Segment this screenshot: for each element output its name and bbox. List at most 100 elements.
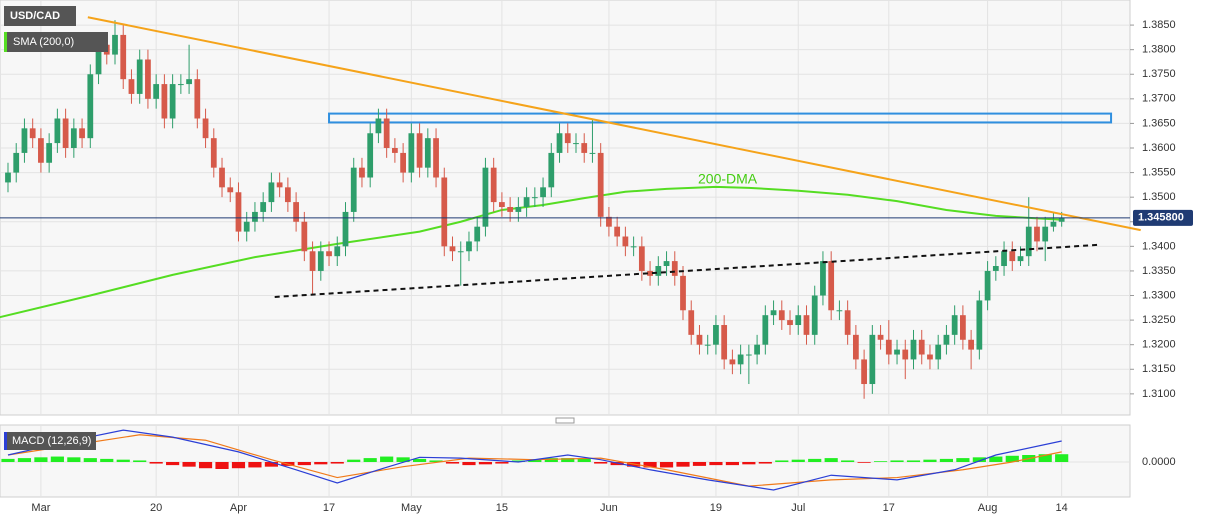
candle-body [820,261,826,296]
candle-body [638,246,645,271]
last-price-badge [1133,209,1193,226]
y-tick-label: 0.0000 [1142,456,1176,468]
candle-body [161,84,168,119]
candle-body [811,295,818,335]
x-tick-label: Jul [791,502,805,514]
x-tick-label: Apr [230,502,247,514]
macd-histogram-bar [725,462,739,466]
macd-histogram-bar [314,462,328,465]
macd-histogram-bar [676,462,690,467]
y-tick-label: 1.3300 [1142,289,1176,301]
candle-body [861,359,867,385]
candle-body [729,359,736,365]
candle-body [902,349,909,360]
candle-body [186,79,192,85]
macd-histogram-bar [857,462,871,463]
candle-body [383,118,390,149]
candle-body [680,275,686,311]
macd-histogram-bar [495,462,509,464]
last-price-label: 1.345800 [1138,212,1184,224]
candle-body [359,167,365,178]
candle-body [696,334,703,345]
candle-body [317,251,324,271]
candle-body [918,339,925,355]
x-tick-label: Mar [31,502,50,514]
macd-histogram-bar [972,457,986,462]
symbol-label: USD/CAD [10,10,60,22]
candle-body [243,221,250,232]
macd-histogram-bar [412,458,427,462]
candle-body [869,334,876,385]
candle-body [21,128,28,153]
macd-line [7,429,1062,491]
candle-body [960,315,966,340]
y-tick-label: 1.3350 [1142,265,1176,277]
candle-body [177,84,184,86]
x-tick-label: 17 [323,502,335,514]
macd-histogram-bar [462,462,476,466]
macd-histogram-bar [577,458,591,462]
macd-histogram-bar [67,457,81,462]
candle-body [490,167,497,203]
y-tick-label: 1.3100 [1142,388,1176,400]
candle-body [556,133,563,153]
candle-body [606,216,612,227]
macd-histogram-bar [83,458,97,462]
candle-body [721,325,728,360]
macd-histogram-bar [166,462,180,466]
macd-histogram-bar [808,458,822,462]
candle-body [647,270,653,276]
candle-body [910,339,917,360]
candle-body [457,251,464,253]
candle-body [564,133,571,144]
candle-body [284,187,291,203]
y-tick-label: 1.3400 [1142,240,1176,252]
candle-body [169,84,176,119]
x-tick-label: 14 [1056,502,1068,514]
candle-body [885,339,892,355]
candle-body [540,187,546,198]
candle-body [622,236,629,247]
candle-body [984,270,991,301]
candle-body [301,221,308,252]
macd-histogram-bar [1005,455,1019,462]
candle-body [844,310,851,335]
candle-body [1050,221,1057,227]
macd-histogram-bar [116,459,130,462]
sma-annotation: 200-DMA [698,171,758,187]
candle-body [943,334,950,345]
macd-histogram-bar [231,462,246,469]
candle-body [828,261,835,311]
candle-body [713,325,719,345]
candle-body [433,138,439,178]
candle-body [1009,251,1016,262]
y-tick-label: 1.3850 [1142,19,1176,31]
candle-body [5,172,11,183]
candle-body [29,128,36,139]
macd-histogram-bar [692,462,707,466]
macd-histogram-bar [363,458,377,462]
candle-body [754,344,760,355]
candle-body [655,266,662,276]
panel-splitter[interactable] [555,417,575,424]
candle-body [787,320,793,326]
candle-body [128,79,135,94]
candle-body [951,315,958,335]
macd-title: MACD (12,26,9) [12,435,91,447]
indicator-swatch [4,32,7,52]
candle-body [408,133,415,173]
candle-body [424,138,431,168]
macd-histogram-bar [643,462,657,468]
candle-body [334,246,341,257]
x-tick-label: 20 [150,502,162,514]
x-tick-label: 17 [883,502,895,514]
y-tick-label: 1.3550 [1142,166,1176,178]
macd-histogram-bar [215,462,229,469]
macd-histogram-bar [50,456,64,462]
candle-body [70,128,77,149]
macd-histogram-bar [906,460,921,462]
candle-body [515,207,522,212]
candle-body [276,182,283,188]
x-tick-label: 15 [496,502,508,514]
candle-body [523,197,530,208]
